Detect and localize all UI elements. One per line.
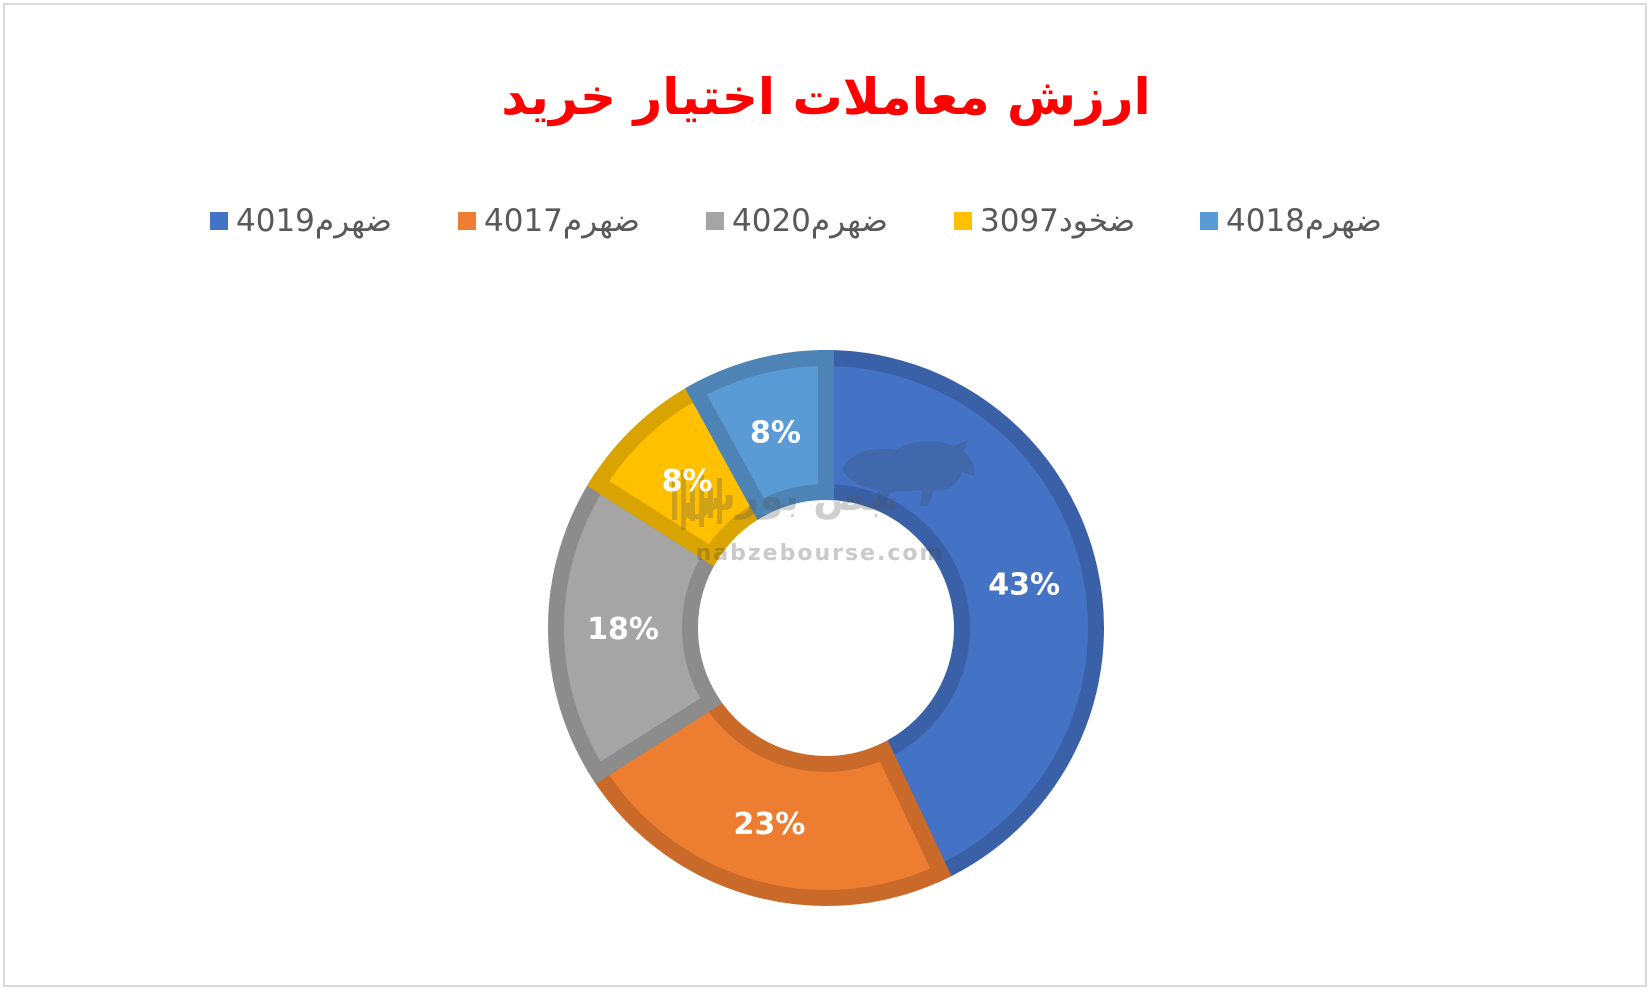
- watermark-url: nabzebourse.com: [696, 541, 945, 566]
- legend-item-5: ضهرم4018: [1200, 196, 1382, 246]
- bull-logo-icon: [842, 440, 975, 510]
- slice-label-4: 8%: [662, 464, 713, 499]
- legend-swatch-2: [458, 212, 476, 230]
- slice-3: [548, 472, 723, 784]
- slice-label-1: 43%: [988, 568, 1060, 603]
- legend-item-3: ضهرم4020: [706, 196, 888, 246]
- legend-swatch-5: [1200, 212, 1218, 230]
- legend-item-2: ضهرم4017: [458, 196, 640, 246]
- equalizer-logo-icon: [672, 470, 722, 530]
- watermark: نبض بورس nabzebourse.com: [672, 440, 975, 566]
- legend-item-1: ضهرم4019: [210, 196, 392, 246]
- slice-label-3: 18%: [587, 612, 659, 647]
- slice-label-5: 8%: [750, 415, 801, 450]
- slice-1: [818, 349, 1104, 883]
- legend-item-4: ضخود3097: [954, 196, 1135, 246]
- legend-swatch-4: [954, 212, 972, 230]
- chart-legend: ضهرم4019 ضهرم4017 ضهرم4020 ضخود3097 ضهرم…: [0, 196, 1652, 246]
- slice-2: [586, 689, 952, 906]
- slice-5: [685, 349, 834, 520]
- chart-title: ارزش معاملات اختیار خرید: [501, 68, 1151, 126]
- slice-label-2: 23%: [733, 807, 805, 842]
- watermark-logo-text: نبض بورس: [681, 474, 899, 520]
- legend-label-1: ضهرم4019: [236, 203, 392, 239]
- legend-label-3: ضهرم4020: [732, 203, 888, 239]
- legend-label-4: ضخود3097: [980, 203, 1136, 239]
- doughnut-slices: [548, 349, 1104, 906]
- doughnut-labels: 43% 23% 18% 8% 8%: [587, 415, 1060, 842]
- legend-swatch-1: [210, 212, 228, 230]
- legend-label-5: ضهرم4018: [1226, 203, 1382, 239]
- legend-swatch-3: [706, 212, 724, 230]
- legend-label-2: ضهرم4017: [484, 203, 640, 239]
